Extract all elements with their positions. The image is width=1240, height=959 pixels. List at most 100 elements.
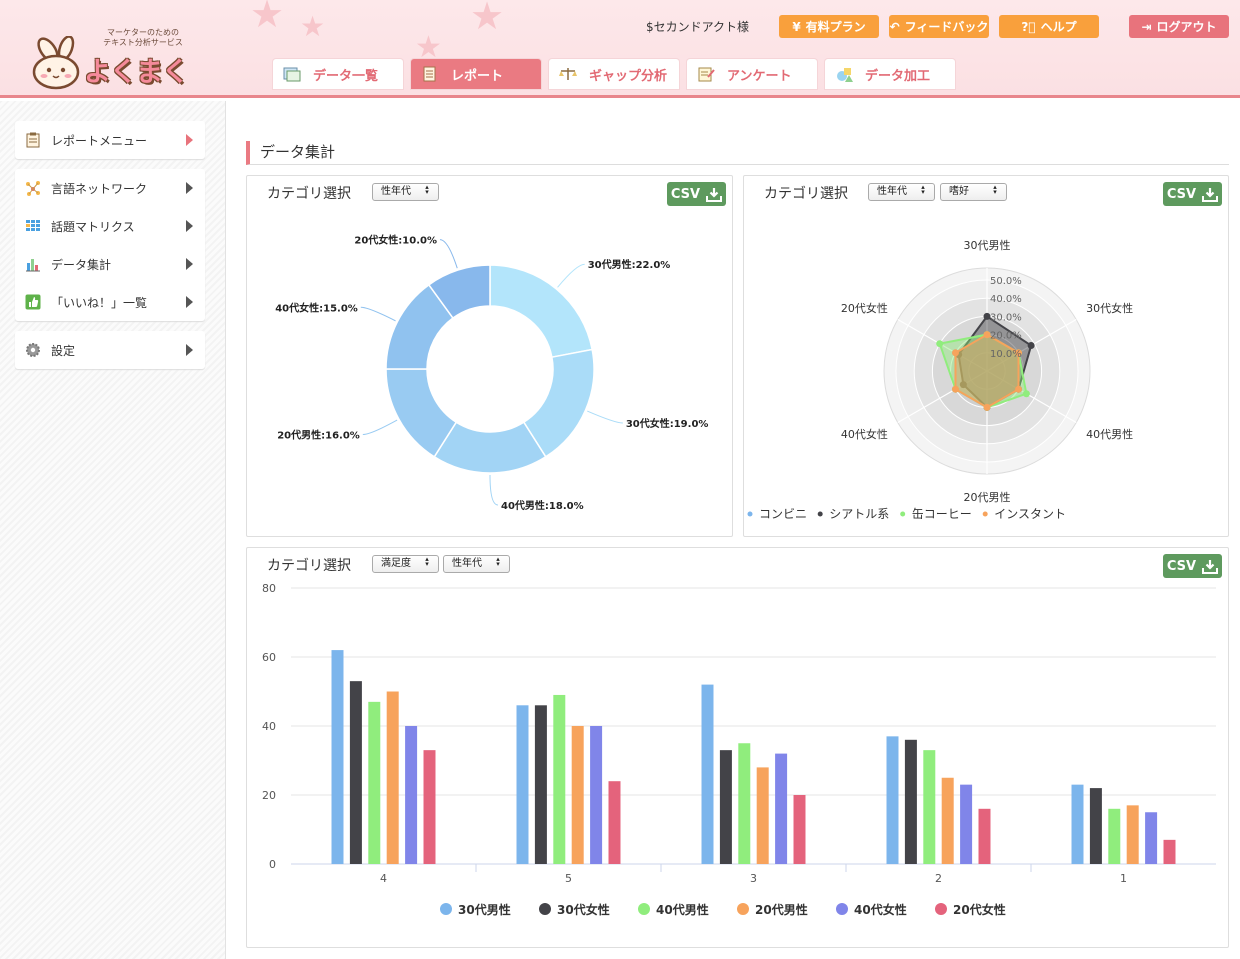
yen-icon: ¥ [792, 19, 801, 34]
radar-point [951, 385, 959, 393]
radar-point [983, 331, 991, 339]
radar-legend-label: インスタント [994, 507, 1066, 521]
radar-tick-label: 40.0% [990, 294, 1022, 305]
bar-legend-label: 20代男性 [755, 902, 808, 917]
donut-chart-panel: カテゴリ選択 性年代 CSV 30代男性:22.0% 30代女性:19.0% 40代… [246, 175, 733, 537]
bar-chart: 0 20 40 60 80 4 5 3 2 1 30代男性 30代女性 40代男性 20代男性 40代女性 2… [262, 582, 1216, 917]
bar-legend-label: 40代女性 [854, 902, 907, 917]
sidebar-item-topic-matrix[interactable]: 話題マトリクス [15, 207, 205, 245]
category-select-gender-age[interactable]: 性年代 [443, 555, 510, 573]
chevron-right-icon [186, 220, 193, 232]
bar-rect [571, 726, 584, 864]
bar-legend-label: 20代女性 [953, 902, 1006, 917]
tab-data-processing[interactable]: データ加工 [825, 59, 955, 89]
csv-download-button[interactable]: CSV [667, 182, 726, 206]
tab-survey[interactable]: アンケート [687, 59, 817, 89]
download-icon [1202, 187, 1219, 202]
bar-rect [1108, 808, 1121, 864]
donut-leader-line [489, 474, 499, 506]
csv-download-button[interactable]: CSV [1163, 182, 1222, 206]
bar-rect [349, 681, 362, 864]
app-logo[interactable]: マーケターのための テキスト分析サービス よくまくよ [22, 22, 202, 92]
radar-tick-label: 30.0% [990, 312, 1022, 323]
bar-rect [553, 694, 566, 864]
radar-legend-marker [900, 511, 906, 517]
chevron-right-icon [186, 182, 193, 194]
radar-axis-label: 30代男性 [964, 238, 1011, 252]
bar-x-tick-label: 5 [565, 872, 572, 885]
category-select-label: カテゴリ選択 [764, 186, 848, 202]
radar-legend-label: 缶コーヒー [912, 507, 972, 521]
scale-icon [559, 68, 577, 80]
sidebar-item-language-network[interactable]: 言語ネットワーク [15, 169, 205, 207]
radar-point [983, 403, 991, 411]
bar-rect [405, 726, 418, 864]
bar-rect [1145, 812, 1158, 864]
chevron-right-icon [186, 296, 193, 308]
radar-axis-label: 40代女性 [841, 427, 888, 441]
bar-y-tick-label: 20 [262, 789, 276, 802]
like-icon [25, 294, 41, 310]
bar-legend-marker [638, 903, 650, 915]
bar-rect [978, 808, 991, 864]
donut-leader-line [439, 239, 458, 269]
download-icon [1202, 559, 1219, 574]
bar-y-tick-label: 60 [262, 651, 276, 664]
radar-point [1015, 385, 1023, 393]
question-circle-icon: ?⃝ [1021, 19, 1036, 34]
star-decoration: ★ [470, 0, 505, 38]
radar-tick-label: 20.0% [990, 331, 1022, 342]
chevron-right-icon [186, 258, 193, 270]
radar-tick-label: 10.0% [990, 349, 1022, 360]
category-select-label: カテゴリ選択 [267, 558, 351, 574]
category-select-gender-age[interactable]: 性年代 [868, 183, 935, 201]
donut-slice-label: 40代女性:15.0% [275, 301, 358, 314]
bar-rect [368, 701, 381, 864]
paid-plan-button[interactable]: ¥ 有料プラン [779, 15, 879, 38]
logo-tagline: マーケターのための テキスト分析サービス [103, 28, 183, 47]
bar-rect [1126, 805, 1139, 864]
sidebar-item-settings[interactable]: 設定 [15, 331, 205, 369]
sidebar-group-settings: 設定 [15, 331, 205, 369]
bar-rect [331, 650, 344, 864]
data-list-icon [283, 67, 301, 82]
category-select-satisfaction[interactable]: 満足度 [372, 555, 439, 573]
gear-icon [26, 343, 40, 357]
sidebar-item-likes-list[interactable]: 「いいね！」一覧 [15, 283, 205, 321]
bar-rect [701, 684, 714, 864]
bar-rect [516, 705, 529, 864]
tab-report[interactable]: レポート [411, 59, 541, 89]
bar-rect [386, 691, 399, 864]
bar-legend-marker [737, 903, 749, 915]
bar-rect [738, 743, 751, 864]
user-name: $セカンドアクト様 [646, 20, 750, 34]
category-select-preference[interactable]: 嗜好 [940, 183, 1007, 201]
category-select-gender-age[interactable]: 性年代 [372, 183, 439, 201]
tab-data-list[interactable]: データ一覧 [273, 59, 403, 89]
help-button[interactable]: ?⃝ ヘルプ [999, 15, 1099, 38]
bar-rect [423, 750, 436, 864]
donut-slice-label: 40代男性:18.0% [501, 499, 584, 512]
bar-rect [756, 767, 769, 864]
bar-legend-marker [935, 903, 947, 915]
bar-x-tick-label: 3 [750, 872, 757, 885]
donut-slice-label: 20代女性:10.0% [354, 234, 437, 247]
logout-button[interactable]: ⇥ ログアウト [1129, 15, 1229, 38]
sidebar-item-report-menu[interactable]: レポートメニュー [15, 121, 205, 159]
bar-legend-label: 30代女性 [557, 902, 610, 917]
sidebar-item-data-aggregation[interactable]: データ集計 [15, 245, 205, 283]
csv-download-button[interactable]: CSV [1163, 554, 1222, 578]
network-icon [26, 181, 40, 196]
radar-point [1027, 342, 1035, 350]
feedback-button[interactable]: ↶ フィードバック [889, 15, 989, 38]
bar-rect [1163, 839, 1176, 864]
bar-rect [534, 705, 547, 864]
bar-chart-icon [26, 259, 40, 272]
bar-rect [960, 784, 973, 864]
bar-x-tick-label: 1 [1120, 872, 1127, 885]
tab-gap-analysis[interactable]: ギャップ分析 [549, 59, 679, 89]
donut-leader-line [360, 306, 396, 322]
radar-point [1015, 349, 1023, 357]
bar-legend-marker [836, 903, 848, 915]
bar-y-tick-label: 40 [262, 720, 276, 733]
